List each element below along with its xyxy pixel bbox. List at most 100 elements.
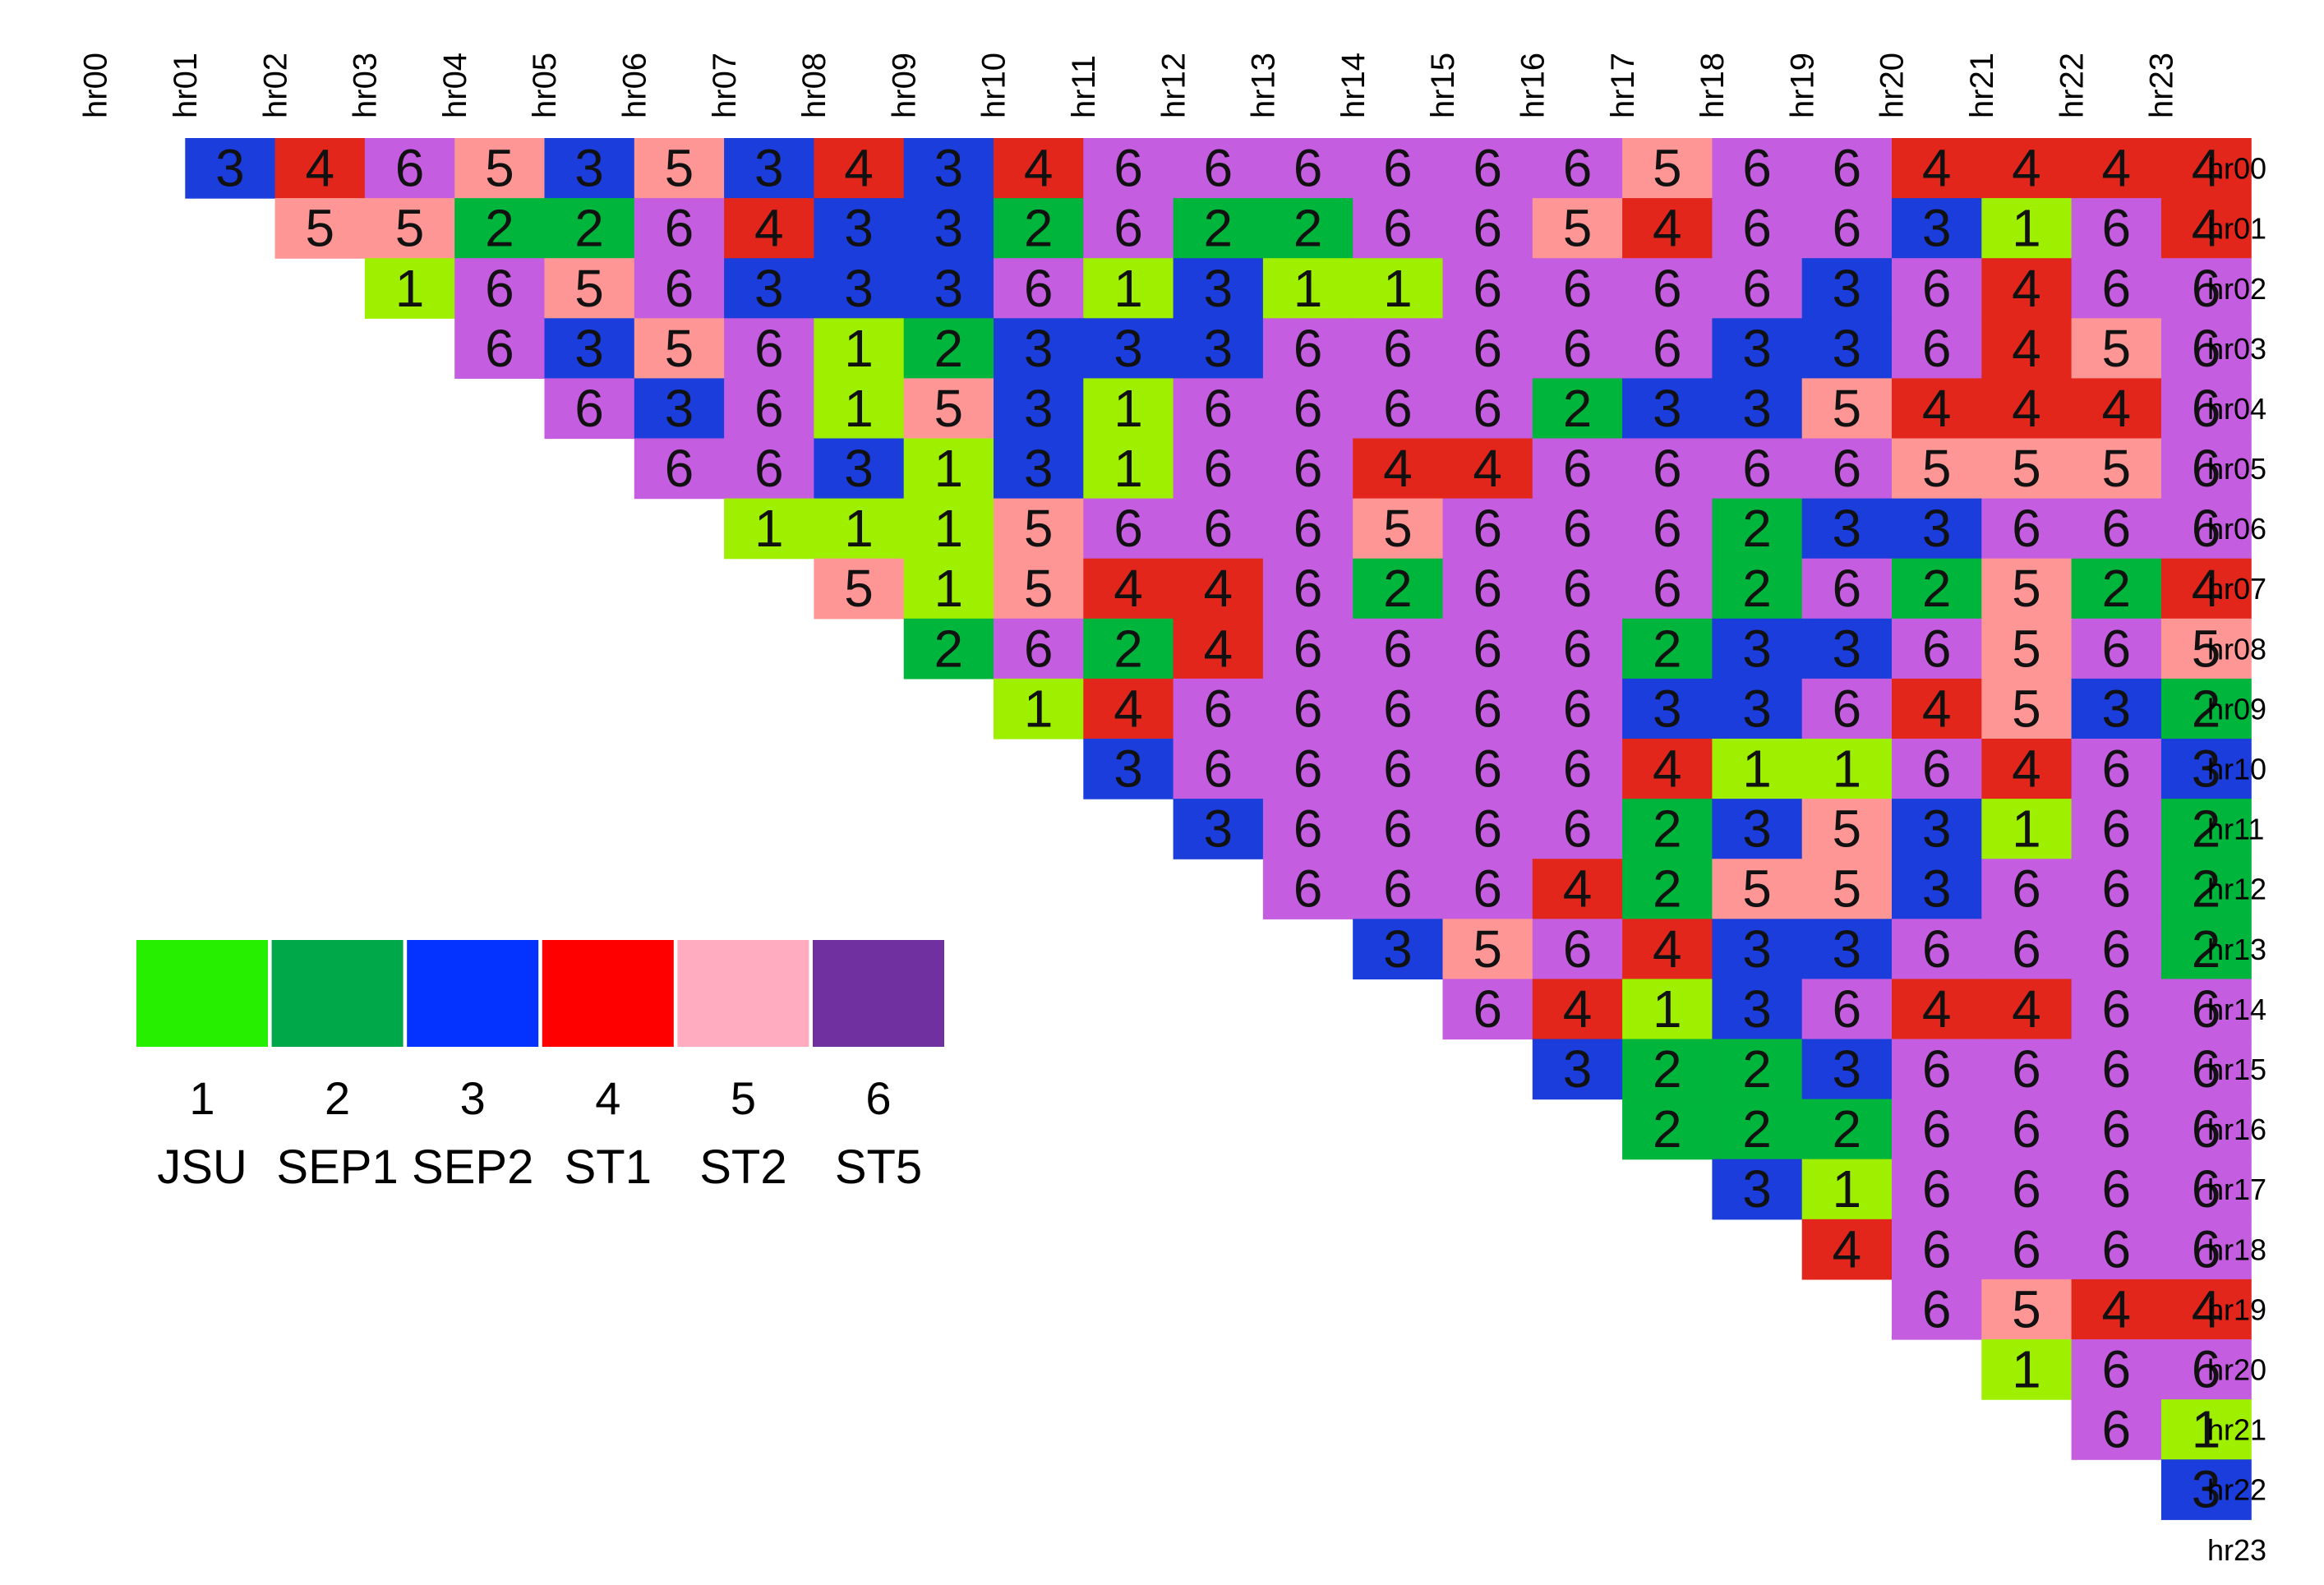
cell-value-label: 6: [1742, 259, 1772, 318]
heatmap-cell: [1083, 378, 1174, 440]
cell-value-label: 6: [1204, 379, 1233, 438]
cell-value-label: 6: [1922, 259, 1952, 318]
legend-number: 2: [325, 1072, 350, 1124]
column-label: hr22: [2054, 53, 2090, 118]
column-label: hr13: [1246, 53, 1282, 118]
cell-value-label: 1: [934, 559, 964, 618]
cell-value-label: 6: [1563, 139, 1593, 198]
cell-value-label: 3: [574, 139, 604, 198]
heatmap-cell: [814, 258, 905, 319]
heatmap-cell: [1892, 859, 1982, 919]
heatmap-cell: [1442, 138, 1533, 199]
cell-value-label: 4: [2012, 259, 2041, 318]
cell-value-label: 6: [1473, 259, 1502, 318]
column-label: hr06: [616, 53, 652, 118]
cell-value-label: 5: [485, 139, 514, 198]
heatmap-cell: [1083, 198, 1174, 259]
legend-swatch: [813, 940, 944, 1047]
heatmap-cell: [1981, 1039, 2073, 1100]
cell-value-label: 6: [2102, 919, 2132, 979]
cell-value-label: 2: [2102, 559, 2132, 618]
heatmap-cell: [1262, 739, 1353, 799]
heatmap-cell: [1981, 138, 2073, 199]
cell-value-label: 4: [1383, 439, 1413, 498]
cell-value-label: 3: [1563, 1039, 1593, 1099]
heatmap-cell: [2071, 1399, 2162, 1460]
heatmap-cell: [1173, 739, 1264, 799]
row-label: hr16: [2207, 1113, 2266, 1146]
cell-value-label: 1: [1383, 259, 1413, 318]
heatmap-cell: [903, 558, 994, 620]
heatmap-cell: [1262, 799, 1353, 859]
heatmap-cell: [1712, 799, 1803, 859]
cell-value-label: 6: [2192, 1039, 2221, 1099]
cell-value-label: 6: [1473, 619, 1502, 678]
heatmap-cell: [1353, 138, 1444, 199]
heatmap-cell: [1262, 258, 1353, 319]
heatmap-cell: [1353, 799, 1444, 859]
cell-value-label: 1: [844, 499, 874, 558]
legend-swatch: [407, 940, 539, 1047]
heatmap-cell: [1532, 438, 1623, 500]
cell-value-label: 6: [754, 439, 784, 498]
cell-value-label: 4: [1653, 199, 1682, 258]
cell-value-label: 4: [2192, 559, 2221, 618]
cell-value-label: 6: [1922, 319, 1952, 378]
cell-value-label: 5: [2102, 319, 2132, 378]
heatmap-cell: [1173, 618, 1264, 680]
heatmap-cell: [1442, 678, 1533, 740]
heatmap-cell: [1981, 979, 2073, 1040]
cell-value-label: 4: [1473, 439, 1502, 498]
heatmap-cell: [1801, 498, 1893, 560]
heatmap-cell: [364, 198, 455, 259]
cell-value-label: 6: [1383, 139, 1413, 198]
heatmap-cell: [724, 138, 814, 199]
heatmap-cell: [1801, 618, 1893, 680]
heatmap-cell: [724, 498, 814, 560]
cell-value-label: 2: [1653, 859, 1682, 919]
heatmap-cell: [1442, 318, 1533, 379]
cell-value-label: 6: [1742, 199, 1772, 258]
cell-value-label: 4: [1922, 379, 1952, 438]
cell-value-label: 6: [2012, 1039, 2041, 1099]
heatmap-cell: [1442, 979, 1533, 1040]
heatmap-cell: [2160, 258, 2252, 319]
cell-value-label: 6: [1293, 799, 1323, 859]
cell-value-label: 6: [1563, 559, 1593, 618]
cell-value-label: 6: [1922, 919, 1952, 979]
heatmap-cell: [1622, 979, 1713, 1040]
cell-value-label: 5: [665, 139, 694, 198]
heatmap-cell: [1442, 739, 1533, 799]
column-label: hr23: [2144, 53, 2180, 118]
cell-value-label: 6: [1114, 139, 1143, 198]
cell-value-label: 6: [1024, 259, 1054, 318]
heatmap-cell: [1532, 919, 1623, 979]
cell-value-label: 6: [1383, 799, 1413, 859]
heatmap-cell: [1622, 799, 1713, 859]
heatmap-cell: [1173, 678, 1264, 740]
cell-value-label: 2: [574, 199, 604, 258]
cell-value-label: 5: [2012, 1279, 2041, 1338]
row-label: hr05: [2207, 452, 2266, 486]
heatmap-cell: [1892, 138, 1982, 199]
heatmap-cell: [1801, 799, 1893, 859]
heatmap-cell: [1442, 799, 1533, 859]
cell-value-label: 6: [1833, 979, 1862, 1039]
cell-value-label: 3: [844, 439, 874, 498]
cell-value-label: 6: [395, 139, 425, 198]
cell-value-label: 2: [1204, 199, 1233, 258]
cell-value-label: 3: [934, 139, 964, 198]
heatmap-cell: [454, 258, 546, 319]
cell-value-label: 3: [1742, 979, 1772, 1039]
heatmap-cell: [2160, 318, 2252, 379]
heatmap-cell: [1262, 438, 1353, 500]
row-label: hr14: [2207, 993, 2266, 1026]
legend-number: 5: [731, 1072, 756, 1124]
heatmap-cell: [454, 318, 546, 379]
cell-value-label: 4: [1922, 679, 1952, 738]
heatmap-cell: [724, 438, 814, 500]
cell-value-label: 6: [2102, 740, 2132, 799]
cell-value-label: 2: [934, 619, 964, 678]
heatmap-cell: [1892, 1099, 1982, 1160]
column-label: hr11: [1066, 55, 1102, 118]
